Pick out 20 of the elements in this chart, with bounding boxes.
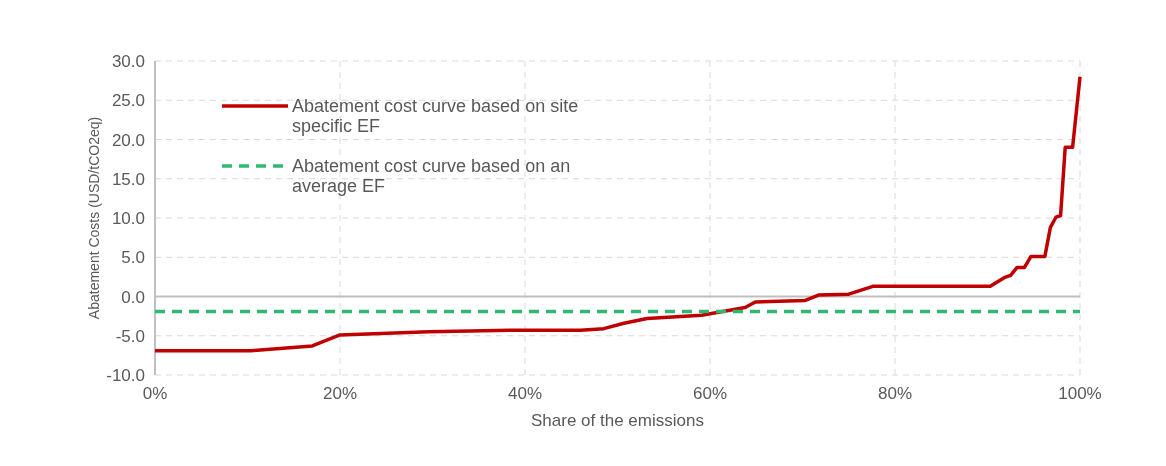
x-tick-label: 20% xyxy=(322,384,358,403)
y-tick-label: 0.0 xyxy=(121,287,145,307)
y-tick-label: 25.0 xyxy=(111,91,145,111)
line-series xyxy=(153,74,1082,353)
legend-label: Abatement cost curve based on site specific EF xyxy=(292,96,579,136)
x-axis-title: Share of the emissions xyxy=(531,411,704,430)
x-tick-label: 80% xyxy=(877,384,913,403)
y-tick-label: -10.0 xyxy=(106,366,145,385)
y-tick-label: 15.0 xyxy=(111,169,145,189)
y-tick-label: 10.0 xyxy=(111,209,145,228)
y-tick-label: 30.0 xyxy=(111,52,145,71)
y-axis-title: Abatement Costs (USD/tCO2eq) xyxy=(86,116,102,320)
y-tick-label: -5.0 xyxy=(115,326,145,346)
y-tick-label: 5.0 xyxy=(121,248,145,268)
x-tick-label: 40% xyxy=(507,384,543,403)
x-tick-label: 0% xyxy=(142,384,168,403)
y-tick-label: 20.0 xyxy=(111,130,145,150)
x-tick-label: 100% xyxy=(1058,384,1102,403)
x-tick-label: 60% xyxy=(692,384,728,403)
legend-label: Abatement cost curve based on an average EF xyxy=(292,156,571,196)
